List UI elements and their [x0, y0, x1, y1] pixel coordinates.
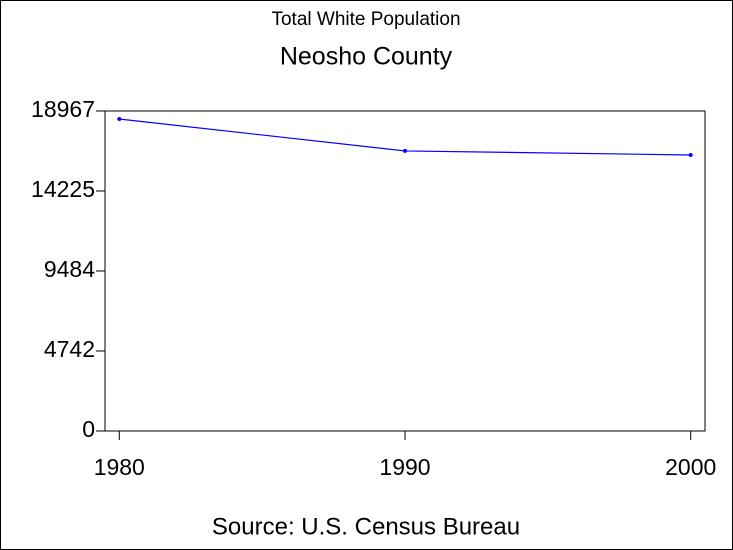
- y-tick-label: 14225: [31, 176, 95, 202]
- x-tick-label: 1980: [94, 454, 145, 480]
- y-tick-label: 4742: [44, 336, 95, 362]
- plot-frame: [104, 110, 706, 432]
- source-note: Source: U.S. Census Bureau: [212, 513, 520, 540]
- y-tick-label: 18967: [31, 96, 95, 122]
- chart-title: Total White Population: [271, 9, 460, 30]
- data-point: [117, 117, 122, 122]
- chart-subtitle: Neosho County: [280, 43, 453, 71]
- y-tick-label: 9484: [44, 256, 95, 282]
- data-point: [403, 148, 407, 153]
- data-point: [688, 152, 693, 157]
- y-tick-label: 0: [82, 416, 95, 442]
- x-tick-label: 1990: [379, 454, 430, 480]
- x-tick-label: 2000: [665, 454, 716, 480]
